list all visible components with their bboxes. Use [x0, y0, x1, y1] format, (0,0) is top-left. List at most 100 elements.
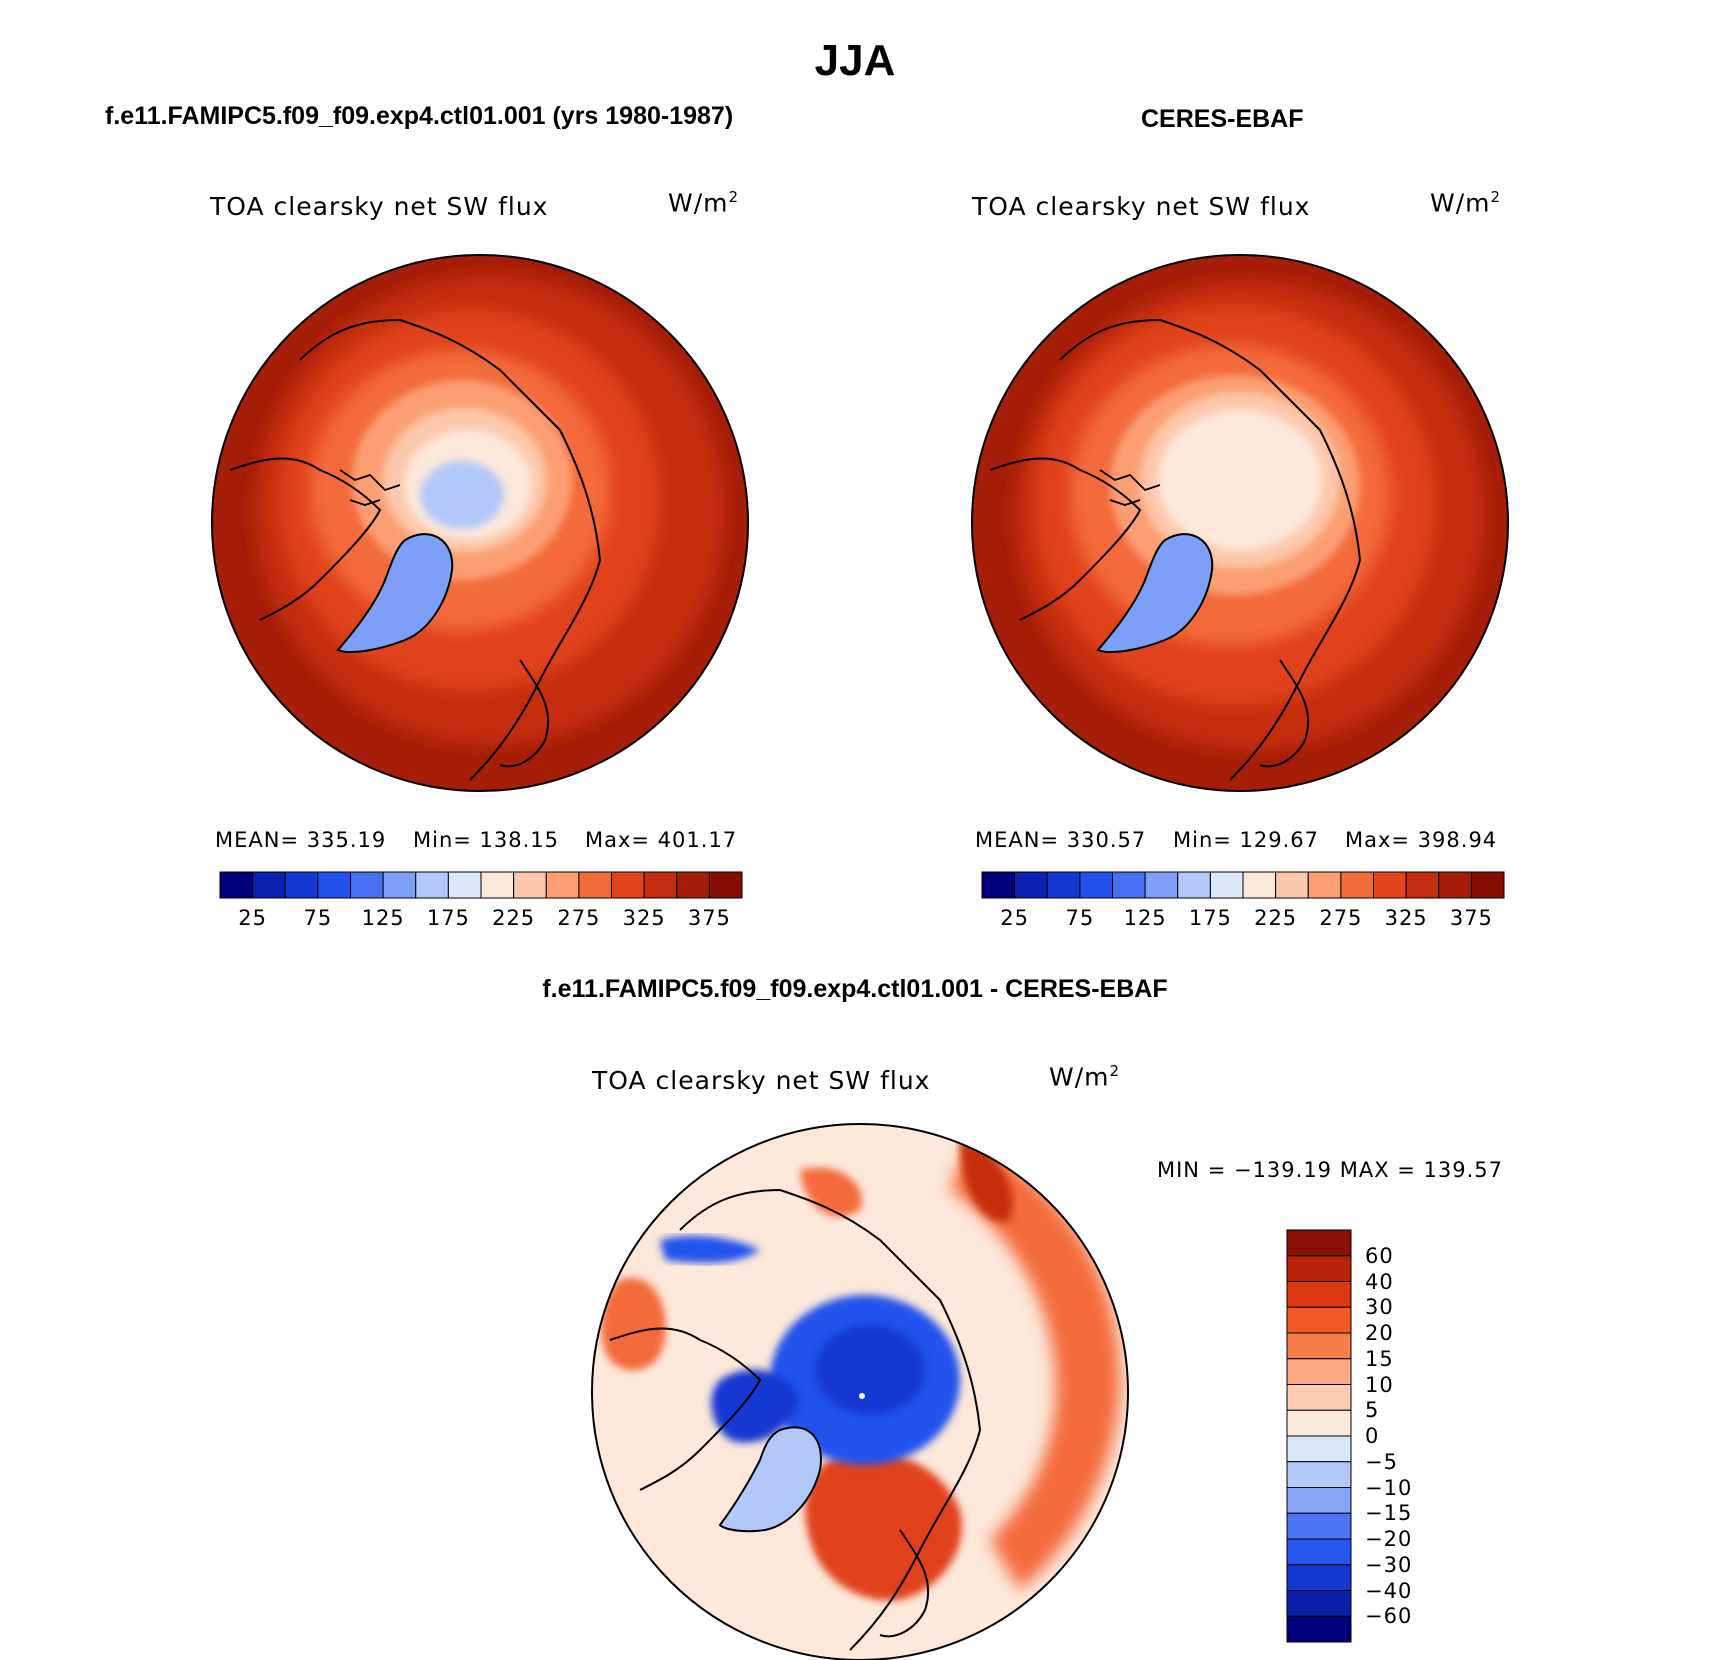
- coast-archipelago: [339, 469, 401, 506]
- colorbar-diff-swatch: [1286, 1590, 1352, 1617]
- colorbar-diff-tick-label: 15: [1365, 1346, 1394, 1371]
- colorbar-diff-tick-label: −60: [1365, 1604, 1413, 1629]
- colorbar-model-tick-label: 75: [303, 906, 333, 930]
- colorbar-diff-tick-label: −5: [1365, 1449, 1398, 1474]
- diff-neg-archipelago: [711, 1369, 800, 1443]
- panel-diff-units: W/m2: [1049, 1062, 1121, 1092]
- colorbar-diff-tick-label: −40: [1365, 1578, 1413, 1603]
- diff-greenland: [720, 1427, 821, 1532]
- field-lightblue: [420, 461, 504, 529]
- colorbar-model-tick-label: 225: [492, 906, 536, 930]
- north-pole-marker: [859, 1393, 865, 1399]
- colorbar-diff-tick-label: −20: [1365, 1527, 1413, 1551]
- panel-diff-title: f.e11.FAMIPC5.f09_f09.exp4.ctl01.001 - C…: [542, 975, 1168, 1003]
- colorbar-model-swatch: [676, 871, 710, 899]
- panel-obs-mean: MEAN= 330.57: [975, 828, 1147, 852]
- colorbar-obs-swatch: [1144, 871, 1179, 899]
- panel-diff-minmax: MIN = −139.19 MAX = 139.57: [1157, 1158, 1504, 1182]
- colorbar-diff-tick-label: −15: [1365, 1501, 1413, 1526]
- colorbar-diff-swatch: [1286, 1512, 1352, 1540]
- colorbar-obs-tick-label: 225: [1254, 906, 1298, 930]
- greenland-ice: [1098, 534, 1213, 652]
- diff-pos-west: [601, 1278, 666, 1371]
- diff-pos-europe: [805, 1452, 962, 1601]
- colorbar-obs-tick-label: 125: [1123, 906, 1167, 930]
- colorbar-model-swatch: [350, 871, 384, 899]
- colorbar-obs-tick-label: 25: [1000, 906, 1029, 930]
- panel-model-title: f.e11.FAMIPC5.f09_f09.exp4.ctl01.001 (yr…: [105, 102, 734, 130]
- colorbar-obs-tick-label: 325: [1384, 906, 1428, 930]
- colorbar-diff-swatch: [1286, 1358, 1352, 1385]
- map-diff: [592, 1124, 1128, 1660]
- colorbar-obs-swatch: [1438, 871, 1472, 899]
- colorbar-model-swatch: [415, 871, 449, 899]
- colorbar-model-swatch: [284, 871, 319, 899]
- colorbar-obs-tick-label: 175: [1188, 906, 1232, 930]
- colorbar-model-swatch: [480, 871, 515, 899]
- colorbar-obs-swatch: [1470, 871, 1505, 899]
- panel-model-min: Min= 138.15: [413, 828, 560, 852]
- colorbar-diff-swatch: [1286, 1255, 1352, 1282]
- panel-model-mean: MEAN= 335.19: [215, 828, 387, 852]
- coast-eurasia: [299, 318, 602, 781]
- map-model-border: [211, 254, 749, 792]
- colorbar-diff-tick-label: 30: [1365, 1295, 1394, 1320]
- map-diff-border: [591, 1123, 1129, 1660]
- colorbar-diff-swatch: [1286, 1306, 1352, 1334]
- panel-obs-title: CERES-EBAF: [1141, 105, 1304, 133]
- colorbar-obs-swatch: [981, 871, 1016, 899]
- colorbar-obs-swatch: [1209, 871, 1244, 899]
- colorbar-obs-swatch: [1242, 871, 1277, 899]
- colorbar-diff: [1286, 1229, 1352, 1643]
- panel-obs-variable: TOA clearsky net SW flux: [972, 192, 1311, 221]
- colorbar-obs-tick-label: 75: [1065, 906, 1095, 930]
- colorbar-model-tick-label: 175: [426, 906, 470, 930]
- colorbar-diff-swatch: [1286, 1615, 1352, 1643]
- colorbar-diff-tick-label: 5: [1365, 1398, 1380, 1423]
- colorbar-obs-swatch: [1373, 871, 1407, 899]
- colorbar-model-swatch: [708, 871, 743, 899]
- colorbar-model-tick-label: 375: [687, 906, 731, 930]
- colorbar-diff-swatch: [1286, 1564, 1352, 1591]
- coast-america: [229, 457, 382, 621]
- colorbar-diff-tick-label: −30: [1365, 1552, 1413, 1577]
- colorbar-diff-swatch: [1286, 1281, 1352, 1308]
- colorbar-model-swatch: [545, 871, 580, 899]
- colorbar-obs-swatch: [1079, 871, 1113, 899]
- colorbar-obs-swatch: [1275, 871, 1309, 899]
- diff-ring-east: [950, 1140, 1120, 1590]
- panel-model-variable: TOA clearsky net SW flux: [210, 192, 549, 221]
- colorbar-model-swatch: [317, 871, 351, 899]
- colorbar-diff-swatch: [1286, 1487, 1352, 1514]
- colorbar-obs-tick-label: 275: [1319, 906, 1363, 930]
- diff-neg-core: [815, 1325, 925, 1415]
- colorbar-model-swatch: [513, 871, 547, 899]
- colorbar-diff-tick-label: 20: [1365, 1321, 1394, 1345]
- map-model: [212, 255, 748, 791]
- colorbar-model-tick-label: 325: [622, 906, 666, 930]
- colorbar-obs-swatch: [1177, 871, 1211, 899]
- colorbar-model-tick-label: 275: [557, 906, 601, 930]
- colorbar-model-swatch: [447, 871, 482, 899]
- colorbar-model-tick-label: 25: [238, 906, 267, 930]
- colorbar-obs-tick-label: 375: [1449, 906, 1493, 930]
- colorbar-diff-tick-label: −10: [1365, 1475, 1413, 1500]
- colorbar-obs-swatch: [1046, 871, 1081, 899]
- panel-obs-units: W/m2: [1430, 188, 1502, 218]
- greenland-ice: [338, 534, 453, 652]
- colorbar-diff-swatch: [1286, 1332, 1352, 1360]
- panel-obs-min: Min= 129.67: [1173, 828, 1320, 852]
- colorbar-model-swatch: [578, 871, 612, 899]
- diff-pos-ne: [960, 1140, 1013, 1222]
- colorbar-obs: [981, 871, 1505, 899]
- colorbar-obs-swatch: [1340, 871, 1374, 899]
- colorbar-diff-tick-label: 60: [1365, 1243, 1394, 1268]
- diff-neg-nw: [660, 1235, 760, 1263]
- colorbar-obs-swatch: [1014, 871, 1048, 899]
- map-obs: [972, 255, 1508, 791]
- colorbar-obs-swatch: [1405, 871, 1440, 899]
- colorbar-diff-swatch: [1286, 1384, 1352, 1411]
- colorbar-diff-tick-label: 0: [1365, 1424, 1380, 1448]
- panel-model-units: W/m2: [668, 188, 740, 218]
